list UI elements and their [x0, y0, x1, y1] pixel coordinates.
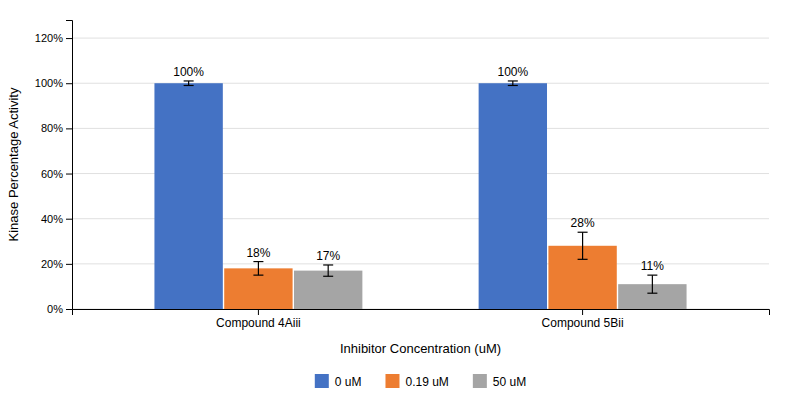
y-tick-mark — [66, 174, 72, 175]
error-bar-cap — [253, 261, 263, 262]
data-label: 28% — [571, 216, 595, 230]
marks — [154, 81, 686, 309]
legend-swatch — [385, 374, 399, 388]
y-tick: 120% — [35, 32, 72, 44]
x-tick-label: Compound 4Aiii — [216, 316, 301, 330]
data-label: 17% — [316, 249, 340, 263]
error-bar — [508, 81, 518, 86]
chart-container: 0%20%40%60%80%100%120%Compound 4AiiiComp… — [0, 0, 789, 404]
y-tick-mark — [66, 309, 72, 310]
error-bar-stem — [582, 232, 583, 259]
series — [224, 232, 617, 309]
y-tick: 40% — [41, 213, 72, 225]
y-tick-mark — [66, 128, 72, 129]
error-bar-cap — [578, 232, 588, 233]
y-tick-label: 20% — [41, 258, 63, 270]
error-bar-stem — [328, 265, 329, 276]
y-tick: 20% — [41, 258, 72, 270]
error-bar-cap — [323, 276, 333, 277]
axis-line — [66, 21, 73, 310]
legend-label: 0.19 uM — [405, 375, 448, 389]
error-bar-stem — [652, 275, 653, 293]
error-bar-cap — [323, 264, 333, 265]
legend-swatch — [473, 374, 487, 388]
error-bar-cap — [508, 80, 518, 81]
bar — [294, 271, 362, 309]
x-tick-mark — [258, 309, 259, 315]
error-bar-cap — [184, 80, 194, 81]
bar — [154, 83, 222, 309]
legend-item: 50 uM — [473, 374, 526, 389]
y-tick-label: 120% — [35, 32, 63, 44]
y-tick: 60% — [41, 168, 72, 180]
error-bar-cap — [647, 293, 657, 294]
legend-label: 50 uM — [493, 375, 526, 389]
y-tick-label: 0% — [47, 303, 63, 315]
y-tick-mark — [66, 83, 72, 84]
y-tick-label: 80% — [41, 122, 63, 134]
error-bar — [578, 232, 588, 259]
y-axis-title: Kinase Percentage Activity — [6, 87, 21, 241]
y-tick-label: 100% — [35, 77, 63, 89]
bar — [479, 83, 547, 309]
x-tick: Compound 5Bii — [542, 309, 624, 330]
error-bar-cap — [647, 275, 657, 276]
axis-line — [73, 310, 770, 316]
data-label: 18% — [246, 246, 270, 260]
data-labels: 100% 100% 18% 28% 17% 11% — [173, 65, 664, 273]
grid — [72, 38, 769, 309]
error-bar-cap — [184, 85, 194, 86]
error-bar-cap — [578, 259, 588, 260]
legend: 0 uM 0.19 uM 50 uM — [315, 374, 526, 389]
y-axis: 0% 20% 40% 60% 80% 100% 120% — [35, 21, 73, 316]
error-bar-cap — [508, 85, 518, 86]
y-tick: 80% — [41, 122, 72, 134]
y-tick-mark — [66, 38, 72, 39]
data-label: 100% — [497, 65, 528, 79]
error-bar-stem — [188, 81, 189, 86]
chart-svg: 0%20%40%60%80%100%120%Compound 4AiiiComp… — [0, 0, 789, 404]
x-tick-label: Compound 5Bii — [542, 316, 624, 330]
grid-line — [72, 38, 769, 39]
error-bar-stem — [512, 81, 513, 86]
error-bar — [323, 265, 333, 276]
y-tick: 0% — [47, 303, 72, 315]
y-tick-mark — [66, 264, 72, 265]
y-tick: 100% — [35, 77, 72, 89]
data-label: 11% — [641, 259, 664, 273]
y-tick-label: 40% — [41, 213, 63, 225]
legend-label: 0 uM — [335, 375, 362, 389]
x-axis-title: Inhibitor Concentration (uM) — [340, 341, 501, 356]
plot-area: 0%20%40%60%80%100%120%Compound 4AiiiComp… — [35, 21, 770, 330]
error-bar — [253, 262, 263, 276]
error-bar-stem — [258, 262, 259, 276]
x-axis: Compound 4Aiii Compound 5Bii — [73, 309, 770, 330]
legend-item: 0 uM — [315, 374, 362, 389]
legend-swatch — [315, 374, 329, 388]
error-bar-cap — [253, 275, 263, 276]
error-bar — [184, 81, 194, 86]
series — [294, 265, 687, 309]
y-tick-mark — [66, 219, 72, 220]
data-label: 100% — [173, 65, 204, 79]
x-tick-mark — [582, 309, 583, 315]
y-tick-label: 60% — [41, 168, 63, 180]
legend-item: 0.19 uM — [385, 374, 448, 389]
series — [154, 81, 547, 309]
error-bar — [647, 275, 657, 293]
x-tick: Compound 4Aiii — [216, 309, 301, 330]
